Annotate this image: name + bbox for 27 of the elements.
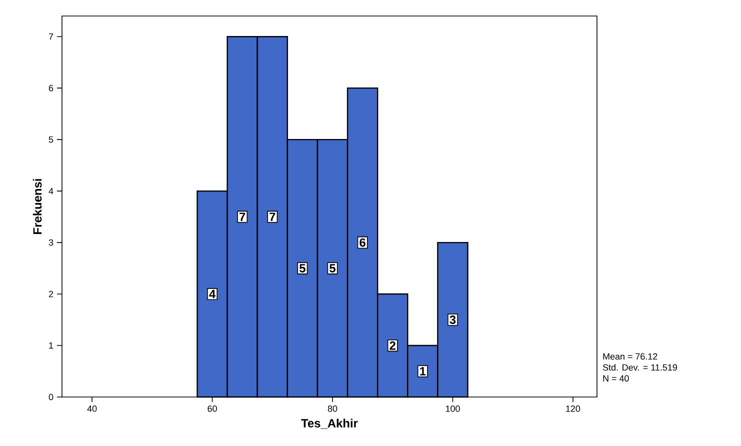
y-tick-label: 1 [49, 342, 54, 349]
data-label: 6 [360, 238, 366, 247]
y-tick-label: 3 [48, 239, 54, 246]
data-label: 4 [209, 290, 216, 298]
data-label: 7 [240, 212, 246, 221]
y-tick-label: 7 [48, 34, 54, 40]
data-label: 5 [330, 264, 336, 272]
data-label: 7 [270, 212, 276, 221]
data-label: 3 [450, 316, 456, 324]
y-tick-label: 0 [48, 394, 54, 400]
x-axis-title: Tes_Akhir [301, 418, 358, 429]
data-label: 5 [299, 264, 306, 272]
text: Std. Dev. = 11.519 [602, 364, 677, 371]
x-tick-label: 40 [87, 405, 97, 412]
y-axis-title: Frekuensi [32, 179, 42, 234]
y-tick-label: 6 [48, 84, 54, 92]
y-tick-label: 5 [48, 136, 54, 143]
x-tick-label: 100 [446, 405, 460, 412]
data-label: 2 [390, 341, 396, 350]
y-tick-label: 4 [48, 188, 54, 194]
x-tick-label: 80 [328, 405, 338, 412]
x-tick-label: 60 [208, 405, 217, 412]
text: Mean = 76.12 [603, 353, 658, 360]
x-tick-label: 120 [566, 405, 580, 412]
data-label: 1 [420, 367, 426, 376]
y-tick-label: 2 [48, 290, 54, 298]
text: N = 40 [603, 375, 629, 382]
